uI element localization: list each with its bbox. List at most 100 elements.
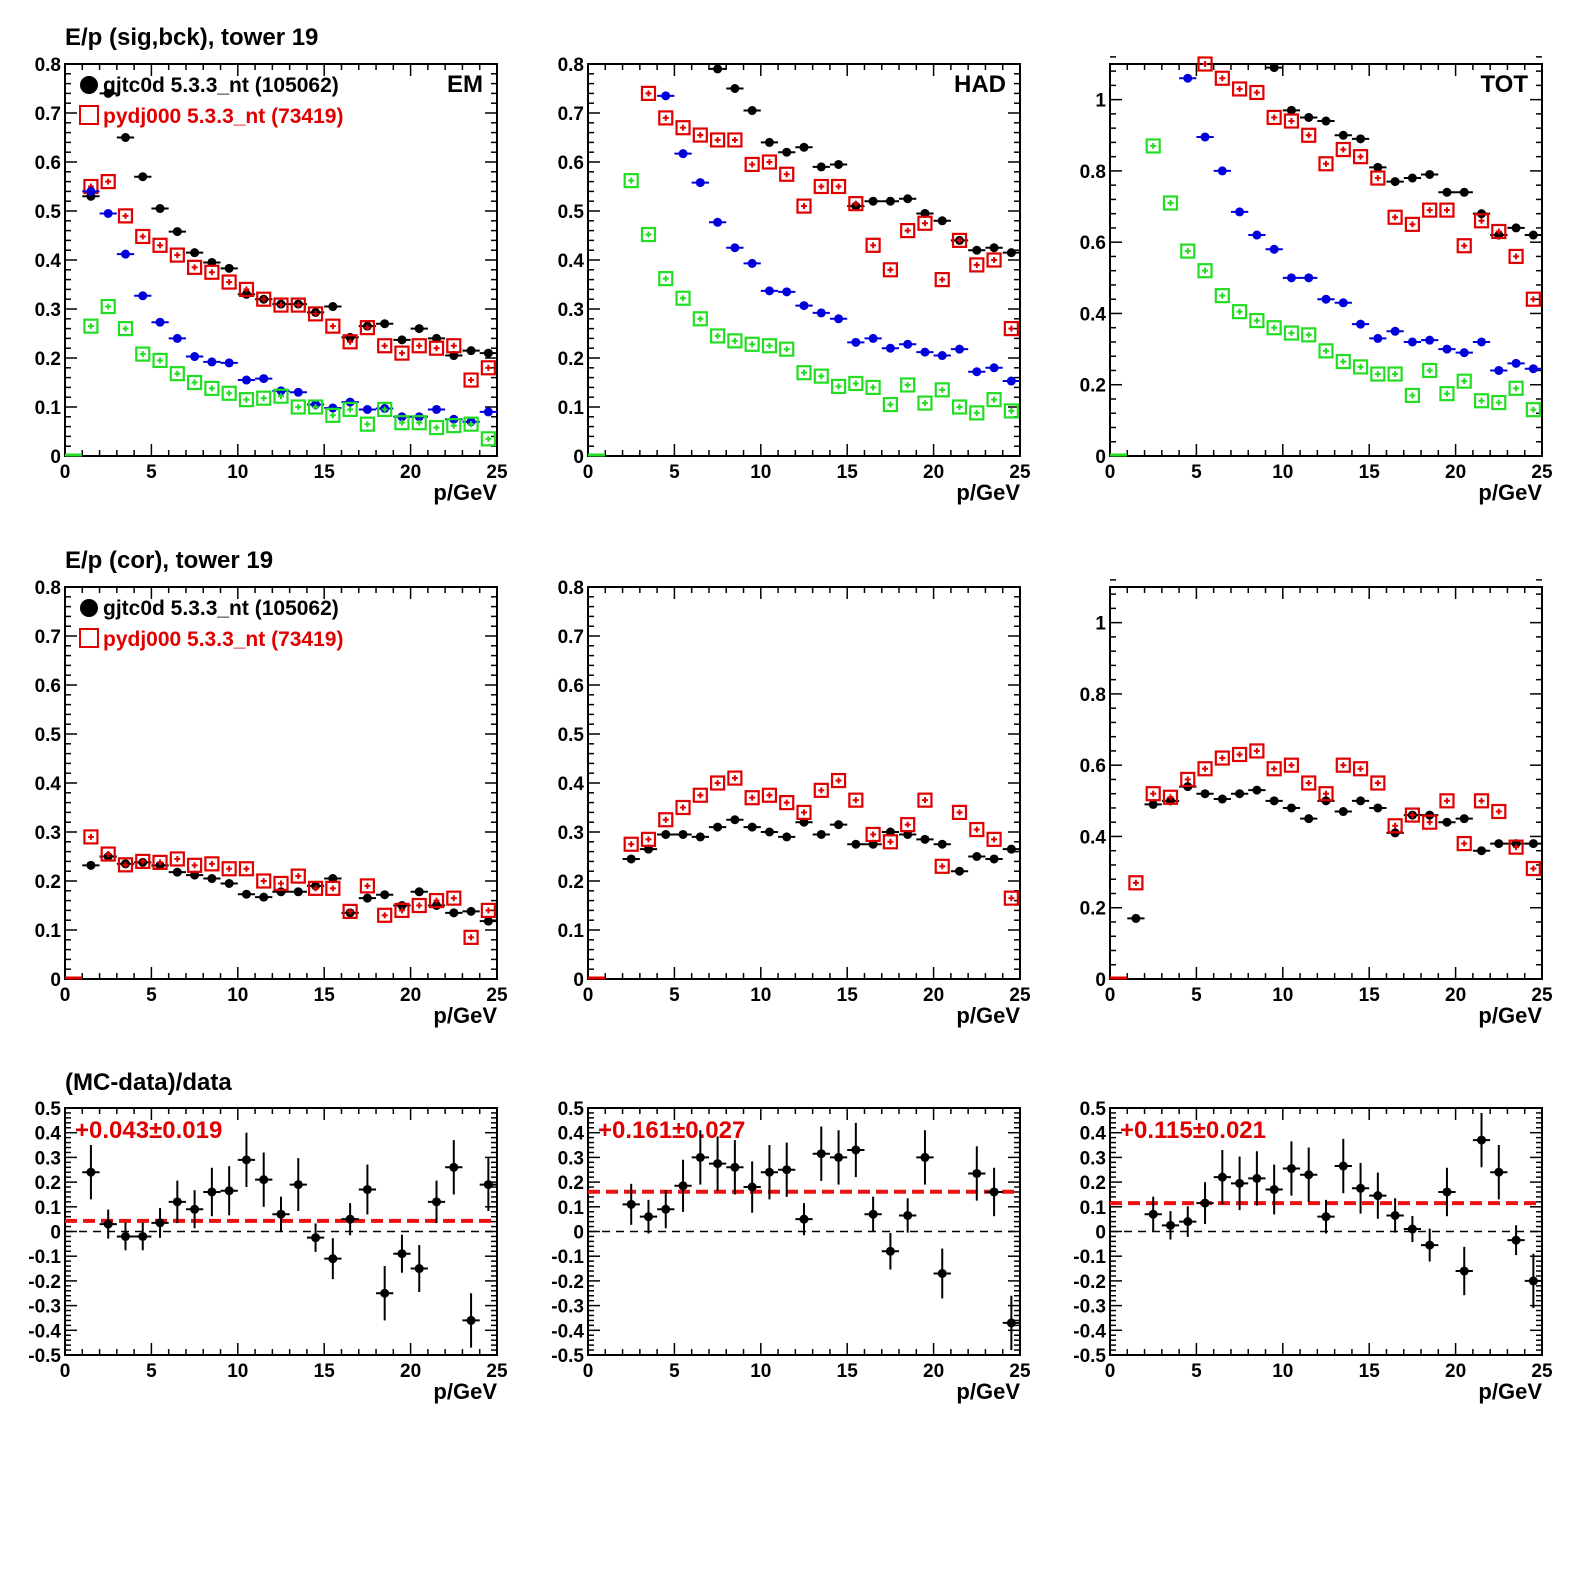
mc-point bbox=[83, 318, 99, 334]
data-point bbox=[1286, 1164, 1296, 1174]
x-axis-label: p/GeV bbox=[433, 1379, 497, 1404]
x-tick-label: 5 bbox=[669, 462, 680, 483]
mc-point bbox=[1231, 304, 1248, 320]
x-tick-label: 25 bbox=[1531, 462, 1553, 483]
data-point bbox=[224, 1186, 234, 1196]
mc-point bbox=[1003, 403, 1019, 419]
data-point bbox=[1321, 116, 1331, 126]
mc-point bbox=[273, 297, 289, 313]
data-point bbox=[1373, 333, 1383, 343]
data-point bbox=[903, 1210, 913, 1220]
x-tick-label: 0 bbox=[583, 985, 594, 1006]
mc-point bbox=[1439, 793, 1455, 809]
mc-point bbox=[273, 875, 289, 892]
mc-point bbox=[411, 897, 427, 914]
data-point bbox=[885, 1246, 895, 1256]
mc-point bbox=[1197, 761, 1213, 777]
mc-point bbox=[951, 399, 968, 415]
y-tick-label: 0.2 bbox=[35, 349, 61, 370]
data-point bbox=[1269, 244, 1279, 254]
x-tick-label: 20 bbox=[923, 1361, 944, 1382]
mc-point bbox=[813, 782, 829, 798]
mc-point bbox=[377, 907, 393, 923]
data-point bbox=[414, 324, 424, 334]
y-tick-label: 0.4 bbox=[558, 251, 585, 272]
y-tick-label: -0.3 bbox=[28, 1297, 61, 1318]
mc-point bbox=[692, 311, 708, 327]
mc-point bbox=[1473, 393, 1490, 409]
x-tick-label: 25 bbox=[1009, 1361, 1031, 1382]
mc-point bbox=[359, 320, 375, 336]
data-point bbox=[1425, 1240, 1435, 1250]
mc-point bbox=[1301, 327, 1317, 343]
x-tick-label: 25 bbox=[1531, 985, 1553, 1006]
data-point bbox=[678, 829, 688, 839]
x-tick-label: 15 bbox=[837, 462, 859, 483]
data-point bbox=[155, 1218, 165, 1228]
data-point bbox=[1217, 794, 1227, 804]
mc-point bbox=[1266, 109, 1282, 126]
data-point bbox=[816, 829, 826, 839]
mc-point bbox=[169, 851, 185, 867]
data-point bbox=[851, 337, 861, 347]
y-tick-label: 0.4 bbox=[558, 1124, 585, 1145]
x-tick-label: 10 bbox=[1272, 985, 1293, 1006]
mc-point bbox=[1508, 839, 1524, 855]
data-point bbox=[1407, 173, 1417, 183]
y-tick-label: 0.2 bbox=[558, 872, 584, 893]
x-axis-label: p/GeV bbox=[1478, 1003, 1542, 1028]
legend-mc-label: pydj000 5.3.3_nt (73419) bbox=[103, 628, 343, 651]
row-title-ratio: (MC-data)/data bbox=[65, 1069, 232, 1096]
y-tick-label: 0.6 bbox=[1080, 233, 1106, 254]
mc-point bbox=[1370, 775, 1386, 791]
data-point bbox=[207, 357, 217, 367]
data-point bbox=[678, 1181, 688, 1191]
x-tick-label: 20 bbox=[400, 985, 421, 1006]
data-point bbox=[1407, 337, 1417, 347]
y-tick-label: 0 bbox=[1095, 447, 1106, 468]
data-point bbox=[1338, 1161, 1348, 1171]
mc-point bbox=[1370, 170, 1386, 186]
legend-cor: gjtc0d 5.3.3_nt (105062) pydj000 5.3.3_n… bbox=[79, 597, 343, 651]
data-point bbox=[661, 829, 671, 839]
y-tick-label: 1 bbox=[1095, 91, 1106, 112]
mc-point bbox=[394, 902, 410, 919]
data-point bbox=[1006, 1318, 1016, 1328]
y-tick-label: 0.3 bbox=[558, 1148, 584, 1169]
mc-point bbox=[1003, 890, 1019, 906]
plot-frame bbox=[587, 586, 1021, 980]
y-tick-label: -0.4 bbox=[1073, 1321, 1106, 1342]
data-point bbox=[483, 916, 493, 926]
x-tick-label: 10 bbox=[750, 462, 771, 483]
mc-point bbox=[1283, 757, 1300, 773]
data-point bbox=[328, 1254, 338, 1264]
mc-point bbox=[761, 154, 778, 170]
data-point bbox=[643, 1212, 653, 1222]
data-point bbox=[276, 887, 286, 897]
mc-point bbox=[480, 431, 496, 447]
mc-point bbox=[658, 812, 674, 828]
data-point bbox=[1356, 319, 1366, 329]
data-point bbox=[1477, 337, 1487, 347]
data-point bbox=[190, 1204, 200, 1214]
x-tick-label: 10 bbox=[750, 1361, 771, 1382]
x-tick-label: 5 bbox=[1191, 985, 1202, 1006]
x-tick-label: 15 bbox=[1359, 1361, 1381, 1382]
data-point bbox=[1006, 376, 1016, 386]
data-point bbox=[103, 208, 113, 218]
data-point bbox=[414, 887, 424, 897]
data-point bbox=[920, 834, 930, 844]
y-tick-label: 0.5 bbox=[1080, 1099, 1107, 1120]
fit-result-label: +0.043±0.019 bbox=[75, 1117, 222, 1144]
mc-point bbox=[256, 390, 272, 406]
y-tick-label: -0.3 bbox=[551, 1297, 584, 1318]
y-tick-label: -0.5 bbox=[1073, 1346, 1106, 1367]
data-point bbox=[661, 91, 671, 101]
mc-point bbox=[917, 395, 933, 411]
data-point bbox=[293, 387, 303, 397]
x-tick-label: 0 bbox=[583, 462, 594, 483]
mc-point bbox=[169, 247, 185, 263]
mc-point bbox=[917, 215, 933, 231]
mc-point bbox=[307, 306, 324, 322]
data-point bbox=[224, 358, 234, 368]
